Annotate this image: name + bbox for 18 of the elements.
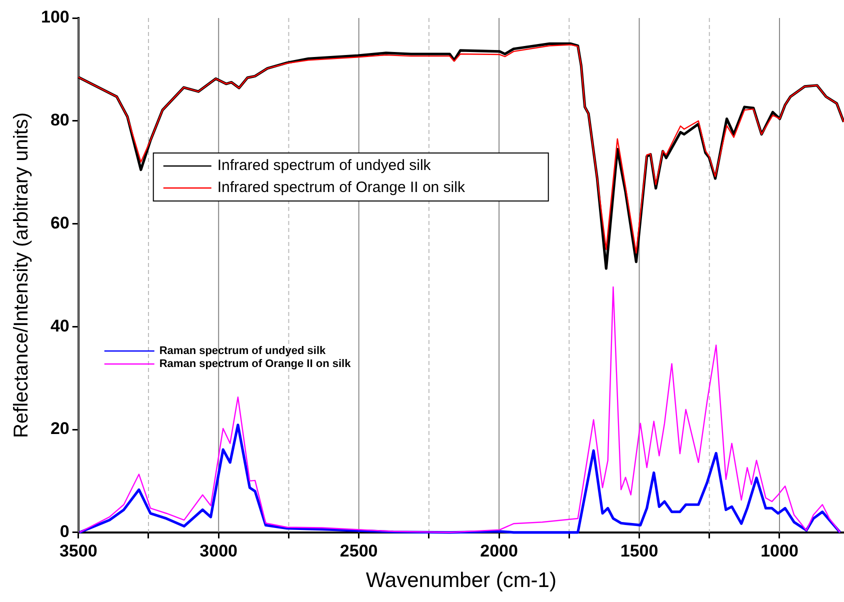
x-tick-label: 2500 (340, 541, 378, 560)
legend-label: Infrared spectrum of Orange II on silk (217, 179, 466, 196)
y-tick-label: 0 (60, 522, 70, 542)
legend-label: Raman spectrum of Orange II on silk (159, 358, 352, 370)
y-tick-label: 80 (50, 110, 70, 130)
y-tick-label: 60 (50, 213, 70, 232)
y-axis-title: Reflectance/Intensity (arbitrary units) (10, 112, 33, 438)
y-tick-label: 20 (50, 419, 70, 438)
x-tick-label: 3000 (200, 541, 238, 560)
y-tick-label: 100 (40, 8, 70, 27)
x-tick-label: 3500 (59, 541, 98, 560)
x-tick-label: 1000 (760, 541, 798, 560)
legend-label: Raman spectrum of undyed silk (159, 345, 327, 358)
y-tick-label: 40 (50, 316, 70, 336)
x-tick-label: 1500 (620, 541, 658, 560)
legend-label: Infrared spectrum of undyed silk (217, 157, 432, 174)
x-axis-title: Wavenumber (cm-1) (366, 569, 556, 592)
x-tick-label: 2000 (480, 541, 518, 560)
